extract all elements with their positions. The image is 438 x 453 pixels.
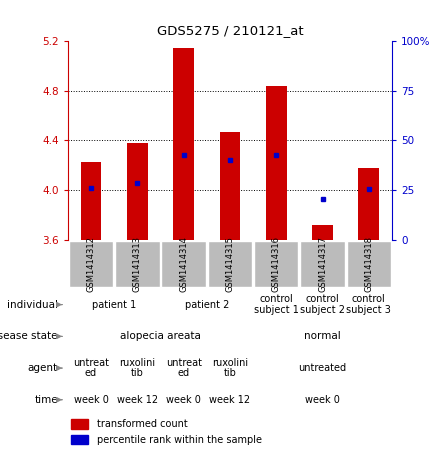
Text: week 0: week 0 bbox=[305, 395, 340, 405]
Text: ruxolini
tib: ruxolini tib bbox=[212, 358, 248, 378]
Text: normal: normal bbox=[304, 331, 341, 342]
Bar bbox=[254, 241, 298, 287]
Text: GSM1414314: GSM1414314 bbox=[179, 236, 188, 292]
Bar bbox=[266, 86, 286, 240]
Bar bbox=[312, 225, 333, 240]
Text: control
subject 2: control subject 2 bbox=[300, 294, 345, 315]
Text: GSM1414313: GSM1414313 bbox=[133, 236, 142, 292]
Text: patient 2: patient 2 bbox=[184, 299, 229, 310]
Text: GSM1414315: GSM1414315 bbox=[226, 236, 234, 292]
Bar bbox=[69, 241, 113, 287]
Text: agent: agent bbox=[28, 363, 58, 373]
Text: GSM1414317: GSM1414317 bbox=[318, 236, 327, 292]
Text: GSM1414318: GSM1414318 bbox=[364, 236, 373, 292]
Bar bbox=[219, 132, 240, 240]
Text: untreat
ed: untreat ed bbox=[166, 358, 201, 378]
Text: week 0: week 0 bbox=[74, 395, 109, 405]
Bar bbox=[300, 241, 345, 287]
Text: week 12: week 12 bbox=[209, 395, 251, 405]
Text: week 0: week 0 bbox=[166, 395, 201, 405]
Text: time: time bbox=[34, 395, 58, 405]
Bar bbox=[358, 168, 379, 240]
Bar bbox=[127, 143, 148, 240]
Text: percentile rank within the sample: percentile rank within the sample bbox=[97, 434, 262, 445]
Text: control
subject 1: control subject 1 bbox=[254, 294, 299, 315]
Text: untreated: untreated bbox=[298, 363, 346, 373]
Bar bbox=[173, 48, 194, 240]
Text: alopecia areata: alopecia areata bbox=[120, 331, 201, 342]
Text: week 12: week 12 bbox=[117, 395, 158, 405]
Bar bbox=[162, 241, 206, 287]
Bar bbox=[71, 435, 88, 444]
Text: GSM1414312: GSM1414312 bbox=[87, 236, 95, 292]
Bar bbox=[115, 241, 159, 287]
Text: untreat
ed: untreat ed bbox=[73, 358, 109, 378]
Bar bbox=[71, 419, 88, 429]
Bar bbox=[81, 162, 102, 240]
Text: individual: individual bbox=[7, 299, 58, 310]
Text: patient 1: patient 1 bbox=[92, 299, 136, 310]
Title: GDS5275 / 210121_at: GDS5275 / 210121_at bbox=[157, 24, 303, 37]
Text: ruxolini
tib: ruxolini tib bbox=[119, 358, 155, 378]
Text: GSM1414316: GSM1414316 bbox=[272, 236, 281, 292]
Bar bbox=[208, 241, 252, 287]
Text: transformed count: transformed count bbox=[97, 419, 188, 429]
Text: control
subject 3: control subject 3 bbox=[346, 294, 391, 315]
Bar bbox=[346, 241, 391, 287]
Text: disease state: disease state bbox=[0, 331, 58, 342]
